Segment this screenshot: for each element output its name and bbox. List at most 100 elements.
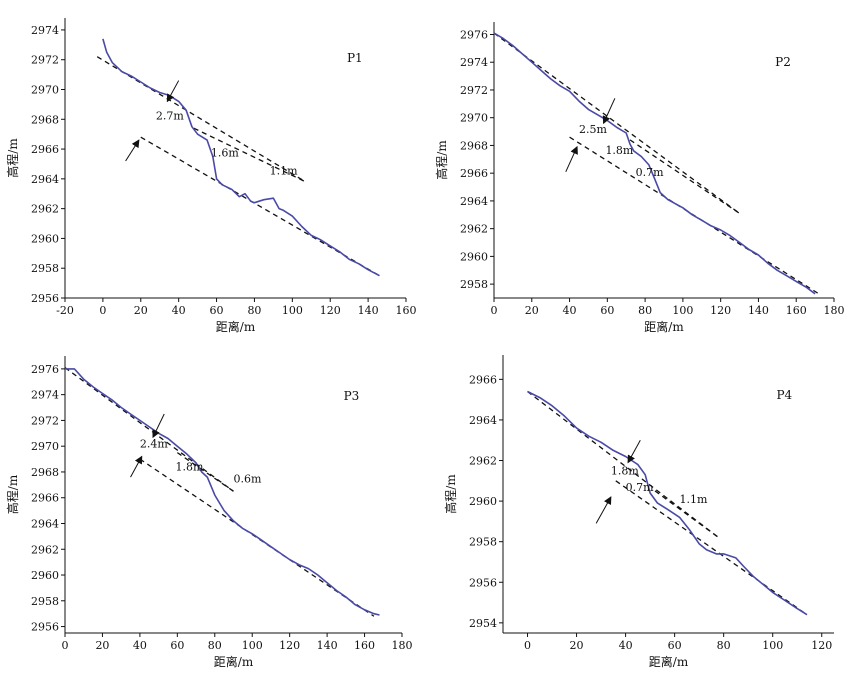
y-tick-label: 2968 <box>31 466 59 479</box>
y-axis-label: 高程/m <box>434 140 449 180</box>
elevation-profile-line <box>493 32 816 295</box>
x-axis-label: 距离/m <box>644 319 684 334</box>
chart-panel-p4: 0 20 40 60 80 100 120 2954 2956 2958 2960 2962 2964 2… <box>443 355 834 669</box>
dashed-reference-line-2 <box>629 139 740 214</box>
chart-panel-p1: -20 0 20 40 60 80 100 120 140 160 2956 2958 2960 2962… <box>5 18 417 334</box>
y-tick-label: 2972 <box>31 414 59 427</box>
y-tick-label: 2976 <box>31 363 59 376</box>
x-tick-label: 40 <box>172 304 186 317</box>
y-tick-label: 2968 <box>31 113 59 126</box>
x-tick-label: 80 <box>638 304 652 317</box>
y-tick-label: 2968 <box>460 139 488 152</box>
y-axis-label: 高程/m <box>5 474 20 514</box>
y-tick-label: 2964 <box>31 517 59 530</box>
x-tick-label: 20 <box>570 639 584 652</box>
panel-title: P4 <box>776 388 792 402</box>
x-axis-label: 距离/m <box>649 654 689 669</box>
pointer-arrow <box>125 139 140 162</box>
x-tick-label: 160 <box>354 639 375 652</box>
x-tick-label: 160 <box>786 304 807 317</box>
y-tick-label: 2966 <box>469 373 497 386</box>
height-annotation: 2.7m <box>156 109 184 122</box>
y-tick-label: 2962 <box>31 543 59 556</box>
y-tick-label: 2976 <box>460 28 488 41</box>
y-tick-label: 2956 <box>31 621 59 634</box>
x-tick-label: 120 <box>320 304 341 317</box>
height-annotation: 0.6m <box>234 472 262 485</box>
y-tick-label: 2970 <box>460 112 488 125</box>
x-tick-label: 40 <box>563 304 577 317</box>
y-tick-label: 2966 <box>31 143 59 156</box>
y-tick-label: 2960 <box>460 250 488 263</box>
height-annotation: 1.1m <box>270 164 298 177</box>
x-axis-label: 距离/m <box>214 654 254 669</box>
pointer-arrow <box>130 455 143 478</box>
panel-title: P1 <box>347 51 363 65</box>
x-tick-label: 140 <box>748 304 769 317</box>
y-tick-label: 2974 <box>31 24 59 37</box>
x-tick-label: 40 <box>619 639 633 652</box>
chart-panel-p3: 0 20 40 60 80 100 120 140 160 180 2956 2958 2960 2962… <box>5 356 413 669</box>
height-annotation: 1.8m <box>605 144 633 157</box>
panel-title: P2 <box>775 55 791 69</box>
height-annotation: 2.5m <box>579 123 607 136</box>
dashed-reference-line-1 <box>96 56 306 183</box>
elevation-profile-line <box>65 368 380 616</box>
y-axis-label: 高程/m <box>443 474 458 514</box>
x-tick-label: 20 <box>525 304 539 317</box>
x-tick-label: 60 <box>170 639 184 652</box>
x-tick-label: 140 <box>317 639 338 652</box>
x-tick-label: 100 <box>672 304 693 317</box>
y-tick-label: 2958 <box>469 536 497 549</box>
elevation-profile-line <box>102 38 380 277</box>
height-annotation: 1.8m <box>611 465 639 478</box>
y-tick-label: 2960 <box>31 569 59 582</box>
x-tick-label: 0 <box>99 304 106 317</box>
height-annotation: 0.7m <box>636 166 664 179</box>
x-tick-label: 100 <box>242 639 263 652</box>
y-tick-label: 2958 <box>31 595 59 608</box>
pointer-arrow <box>627 439 641 464</box>
dashed-reference-line-2 <box>654 490 720 539</box>
x-tick-label: 80 <box>247 304 261 317</box>
y-tick-label: 2960 <box>469 495 497 508</box>
pointer-arrow <box>166 80 180 103</box>
height-annotation: 1.8m <box>175 461 203 474</box>
y-tick-label: 2974 <box>31 389 59 402</box>
y-tick-label: 2964 <box>469 414 497 427</box>
x-tick-label: 120 <box>279 639 300 652</box>
x-tick-label: 80 <box>717 639 731 652</box>
x-tick-label: 0 <box>491 304 498 317</box>
x-tick-label: 40 <box>133 639 147 652</box>
x-tick-label: 180 <box>824 304 845 317</box>
x-tick-label: 80 <box>208 639 222 652</box>
dashed-reference-line-2 <box>193 127 306 183</box>
y-tick-label: 2958 <box>460 278 488 291</box>
panel-title: P3 <box>344 389 360 403</box>
x-tick-label: 100 <box>282 304 303 317</box>
pointer-arrow <box>152 413 165 439</box>
dashed-reference-line-2 <box>176 452 234 492</box>
pointer-arrow <box>565 145 578 172</box>
y-tick-label: 2972 <box>31 54 59 67</box>
y-tick-label: 2974 <box>460 56 488 69</box>
x-tick-label: 120 <box>710 304 731 317</box>
x-tick-label: 0 <box>62 639 69 652</box>
dashed-reference-line-1 <box>64 367 234 492</box>
x-tick-label: 120 <box>811 639 832 652</box>
x-tick-label: 20 <box>95 639 109 652</box>
dashed-reference-line-3 <box>615 480 808 616</box>
y-tick-label: 2964 <box>460 195 488 208</box>
height-annotation: 2.4m <box>140 437 168 450</box>
x-tick-label: 140 <box>358 304 379 317</box>
chart-panel-p2: 0 20 40 60 80 100 120 140 160 180 2958 2960 2962 2964… <box>434 22 845 334</box>
pointer-arrow <box>602 98 616 125</box>
y-tick-label: 2966 <box>31 492 59 505</box>
x-tick-label: -20 <box>56 304 74 317</box>
y-tick-label: 2954 <box>469 617 497 630</box>
y-tick-label: 2956 <box>31 292 59 305</box>
x-tick-label: 100 <box>762 639 783 652</box>
pointer-arrow <box>595 496 612 524</box>
